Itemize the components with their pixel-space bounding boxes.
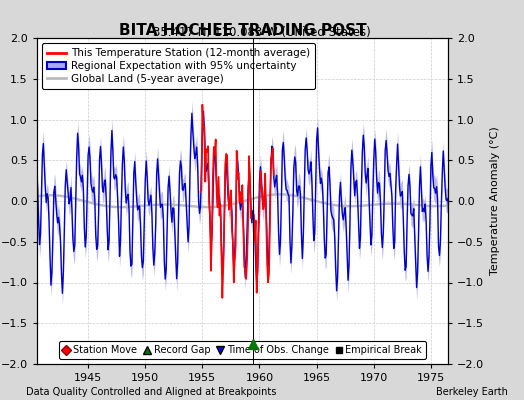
Text: Data Quality Controlled and Aligned at Breakpoints: Data Quality Controlled and Aligned at B… <box>26 387 277 397</box>
Text: 35.417 N, 110.083 W (United States): 35.417 N, 110.083 W (United States) <box>153 26 371 39</box>
Text: Berkeley Earth: Berkeley Earth <box>436 387 508 397</box>
Y-axis label: Temperature Anomaly (°C): Temperature Anomaly (°C) <box>490 127 500 275</box>
Legend: Station Move, Record Gap, Time of Obs. Change, Empirical Break: Station Move, Record Gap, Time of Obs. C… <box>59 341 426 359</box>
Title: BITA HOCHEE TRADING POST: BITA HOCHEE TRADING POST <box>118 23 366 38</box>
